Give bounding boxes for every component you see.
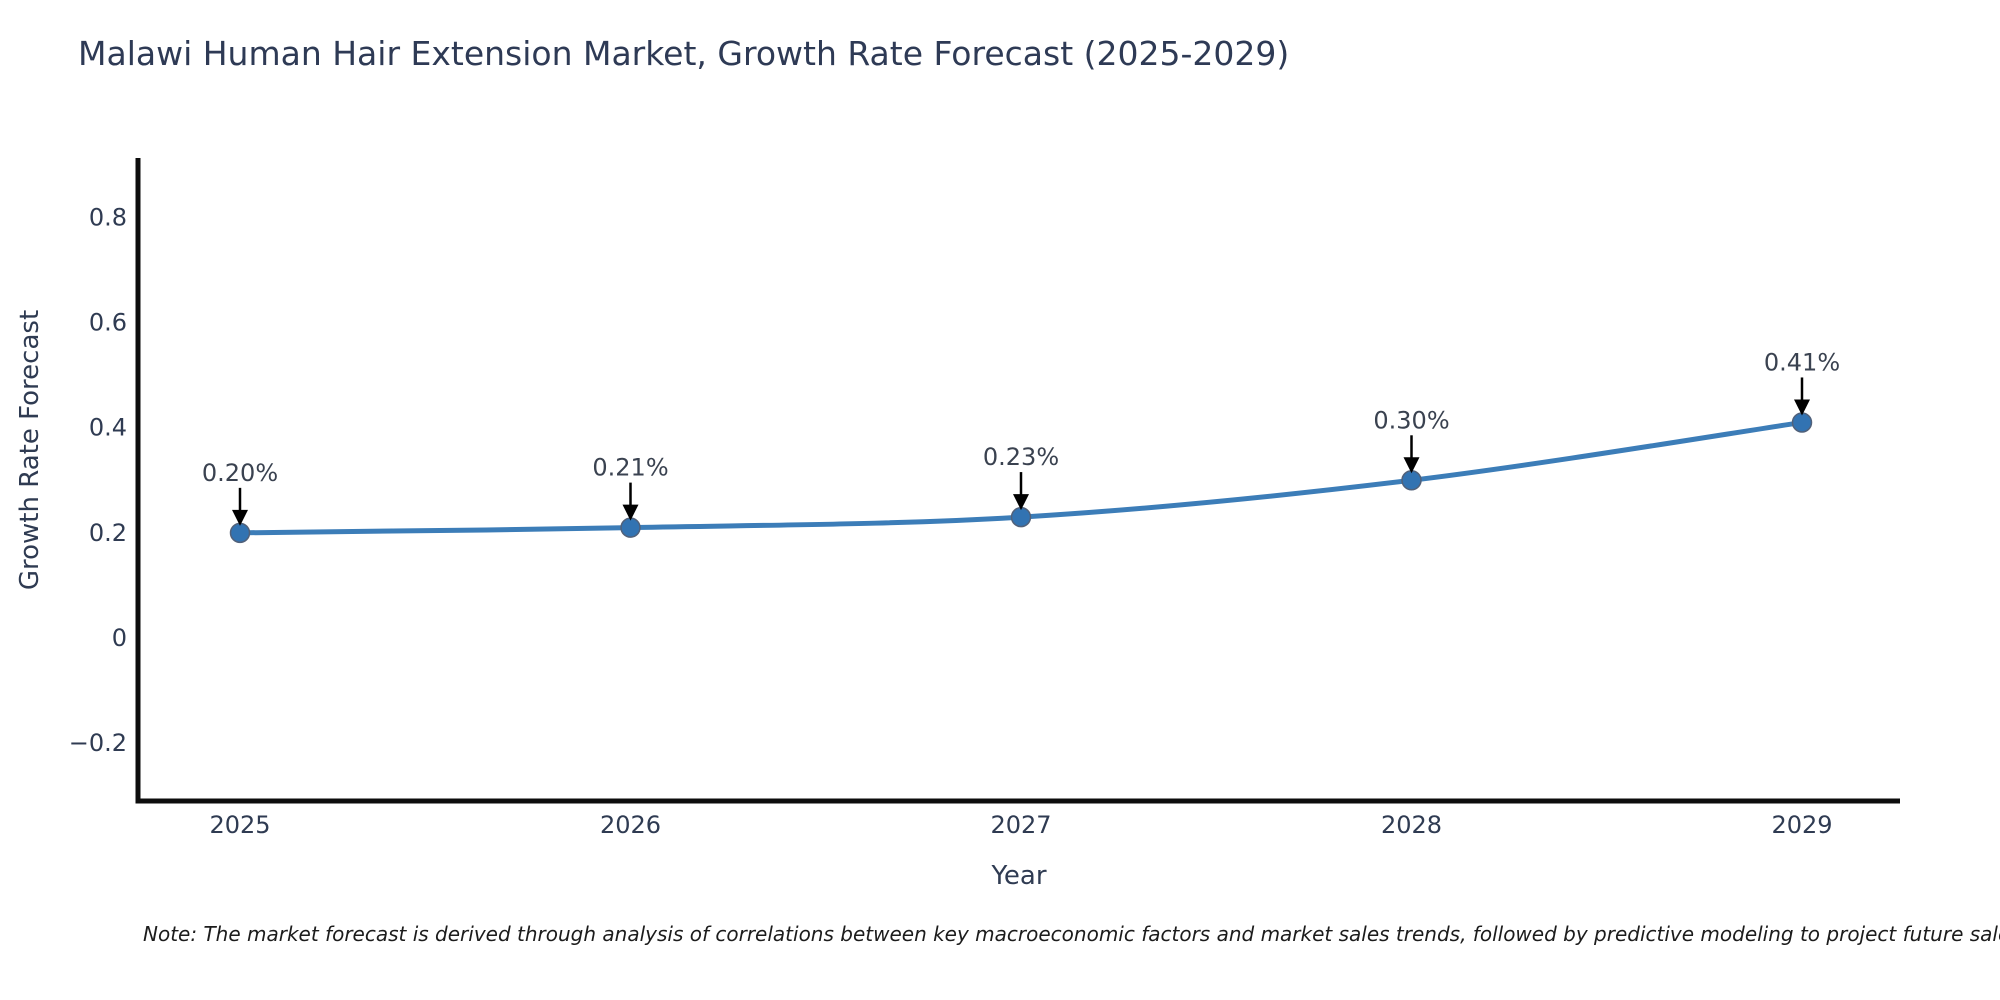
y-tick-label: 0.6 xyxy=(89,309,127,337)
annotation-arrow-head xyxy=(1013,494,1029,511)
annotation-label: 0.20% xyxy=(202,459,278,487)
y-tick-label: 0.2 xyxy=(89,519,127,547)
data-point-marker xyxy=(1791,412,1813,433)
annotation-arrow-head xyxy=(622,504,639,521)
x-tick-label: 2027 xyxy=(990,811,1051,839)
data-point-marker xyxy=(620,517,641,538)
chart-title: Malawi Human Hair Extension Market, Grow… xyxy=(78,34,1290,73)
annotation-arrow-head xyxy=(232,509,248,526)
data-point-marker xyxy=(229,522,251,544)
data-point-marker xyxy=(1401,470,1422,491)
y-tick-label: 0.8 xyxy=(89,203,127,231)
x-axis-title: Year xyxy=(991,861,1047,891)
y-axis-title: Growth Rate Forecast xyxy=(15,309,45,591)
y-tick-label: 0 xyxy=(112,624,127,652)
annotation-label: 0.21% xyxy=(592,454,668,482)
x-tick-label: 2025 xyxy=(209,811,270,839)
annotation-label: 0.23% xyxy=(983,443,1059,471)
data-point-marker xyxy=(1010,506,1032,528)
y-tick-label: 0.4 xyxy=(89,414,127,442)
annotation-arrow-head xyxy=(1403,457,1420,474)
annotation-label: 0.41% xyxy=(1764,348,1840,376)
annotation-arrow-head xyxy=(1794,399,1810,416)
x-tick-label: 2028 xyxy=(1381,811,1442,839)
annotation-label: 0.30% xyxy=(1373,406,1449,434)
x-tick-label: 2029 xyxy=(1771,811,1832,839)
x-tick-label: 2026 xyxy=(600,811,661,839)
y-tick-label: −0.2 xyxy=(69,729,127,757)
footnote-text: Note: The market forecast is derived thr… xyxy=(143,922,2000,946)
